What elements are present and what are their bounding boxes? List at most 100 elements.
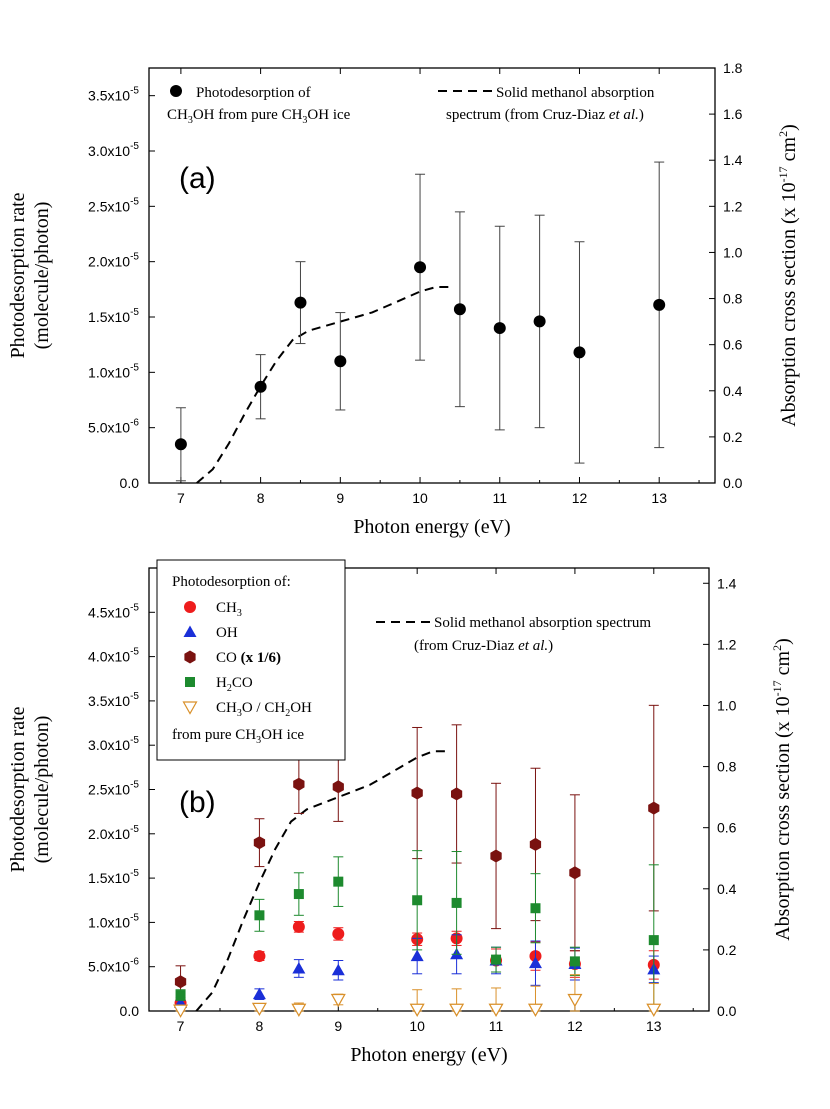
data-point xyxy=(292,920,305,933)
y-tick-label: 0.0 xyxy=(120,1003,140,1019)
data-point xyxy=(292,961,306,974)
y2-tick-label: 0.4 xyxy=(717,881,737,897)
data-point xyxy=(254,910,265,921)
x-tick-label: 10 xyxy=(409,1018,425,1034)
y-tick-label: 5.0x10-6 xyxy=(88,957,139,975)
y-tick-label: 3.5x10-5 xyxy=(88,691,139,709)
y-tick-label: 1.0x10-5 xyxy=(88,362,139,380)
data-point xyxy=(291,1003,307,1017)
y-tick-label: 2.5x10-5 xyxy=(88,196,139,214)
y-tick-label: 3.5x10-5 xyxy=(88,86,139,104)
panel-label: (a) xyxy=(179,162,216,195)
legend-marker xyxy=(185,677,195,687)
data-point xyxy=(334,355,347,368)
y2-axis-title: Absorption cross section (x 10-17 cm2) xyxy=(776,124,800,427)
y-tick-label: 3.0x10-5 xyxy=(88,141,139,159)
y-axis-title: Photodesorption rate (molecule/photon) xyxy=(7,192,53,358)
data-point xyxy=(293,777,305,791)
legend-label: CH3​OH from pure CH3​OH ice xyxy=(167,107,351,126)
data-point xyxy=(412,895,423,906)
legend-label: (from Cruz-Diaz et al.) xyxy=(414,638,553,654)
y-tick-label: 1.0x10-5 xyxy=(88,912,139,930)
data-point xyxy=(493,322,506,335)
x-tick-label: 7 xyxy=(177,1018,185,1034)
data-point xyxy=(449,1003,465,1017)
data-point xyxy=(528,956,542,969)
data-point xyxy=(174,975,187,989)
x-tick-label: 13 xyxy=(651,490,667,506)
data-point xyxy=(410,949,424,962)
legend-marker xyxy=(170,85,182,97)
data-point xyxy=(252,987,266,1000)
data-point xyxy=(251,1002,267,1017)
data-point xyxy=(411,786,423,800)
data-point xyxy=(569,866,581,880)
legend-marker xyxy=(184,650,196,664)
y-axis-left: 0.0 5.0x10-6 1.0x10-5 1.5x10-5 2.0x10-5 2.5x1… xyxy=(88,602,155,1019)
y2-tick-label: 0.2 xyxy=(723,429,743,445)
data-point xyxy=(451,787,463,801)
y2-axis-title: Absorption cross section (x 10-17 cm2) xyxy=(770,638,794,941)
legend-label: Solid methanol absorption spectrum xyxy=(434,615,651,631)
y2-tick-label: 0.0 xyxy=(717,1003,737,1019)
y-axis-title: Photodesorption rate (molecule/photon) xyxy=(7,706,53,872)
series-h2co xyxy=(175,850,659,1012)
data-point xyxy=(530,903,541,914)
data-point xyxy=(567,993,583,1008)
legend-label: spectrum (from Cruz-Diaz et al.) xyxy=(446,107,644,123)
data-point xyxy=(254,380,267,393)
data-point xyxy=(253,950,266,963)
legend-label: Solid methanol absorption xyxy=(496,85,655,101)
data-point xyxy=(529,837,542,851)
x-tick-label: 8 xyxy=(257,490,265,506)
data-point xyxy=(332,927,345,940)
data-point xyxy=(533,315,546,328)
legend-label: OH xyxy=(216,625,238,641)
y-tick-label: 2.0x10-5 xyxy=(88,252,139,270)
data-point xyxy=(491,954,502,965)
x-tick-label: 10 xyxy=(412,490,428,506)
data-point xyxy=(332,780,344,794)
chart-panel-a: 7 8 9 10 11 12 13 Photon energy (eV) 0.0 5.0x10-6… xyxy=(7,60,800,538)
legend: Photodesorption of: CH3​ OH CO (x 1/6) H2​CO… xyxy=(156,559,651,761)
y-axis-right: 0.0 0.2 0.4 0.6 0.8 1.0 1.2 1.4 xyxy=(703,575,737,1019)
y2-tick-label: 1.2 xyxy=(723,198,743,214)
y-tick-label: 2.0x10-5 xyxy=(88,824,139,842)
x-axis: 7 8 9 10 11 12 13 xyxy=(177,68,700,506)
y-tick-label: 5.0x10-6 xyxy=(88,418,139,436)
data-point xyxy=(409,1003,425,1017)
plot-frame xyxy=(148,67,716,484)
y2-tick-label: 0.8 xyxy=(717,759,737,775)
legend-marker xyxy=(183,625,197,637)
data-point xyxy=(488,1003,504,1017)
data-point xyxy=(648,935,659,946)
x-axis-title: Photon energy (eV) xyxy=(350,1044,507,1066)
panel-label: (b) xyxy=(179,786,216,819)
y-tick-label: 1.5x10-5 xyxy=(88,868,139,886)
data-point xyxy=(573,346,586,359)
legend-marker xyxy=(182,701,198,715)
data-point xyxy=(173,1004,189,1018)
y-tick-label: 4.0x10-5 xyxy=(88,647,139,665)
x-tick-label: 9 xyxy=(336,490,344,506)
y-axis-right: 0.0 0.2 0.4 0.6 0.8 1.0 1.2 1.4 1.6 1.8 xyxy=(709,60,743,491)
legend-label: CH3​ xyxy=(216,600,242,619)
data-point xyxy=(333,876,344,887)
y-axis-left: 0.0 5.0x10-6 1.0x10-5 1.5x10-5 2.0x10-5 2.5x1… xyxy=(88,86,155,491)
chart-panel-b: 7 8 9 10 11 12 13 Photon energy (eV) 0.0 5.0x10-6… xyxy=(7,559,794,1066)
legend: Photodesorption of CH3​OH from pure CH3​O… xyxy=(167,85,655,126)
x-tick-label: 11 xyxy=(489,1018,504,1034)
y2-tick-label: 1.0 xyxy=(717,697,737,713)
absorption-spectrum-line xyxy=(196,286,452,484)
data-point xyxy=(414,261,427,274)
y2-tick-label: 1.6 xyxy=(723,106,743,122)
x-tick-label: 7 xyxy=(177,490,185,506)
data-point xyxy=(294,296,307,309)
x-tick-label: 12 xyxy=(572,490,588,506)
y2-tick-label: 1.2 xyxy=(717,636,737,652)
data-point xyxy=(330,993,346,1008)
y2-tick-label: 1.0 xyxy=(723,244,743,260)
data-point xyxy=(451,897,462,908)
series-ch3oh xyxy=(174,161,666,482)
